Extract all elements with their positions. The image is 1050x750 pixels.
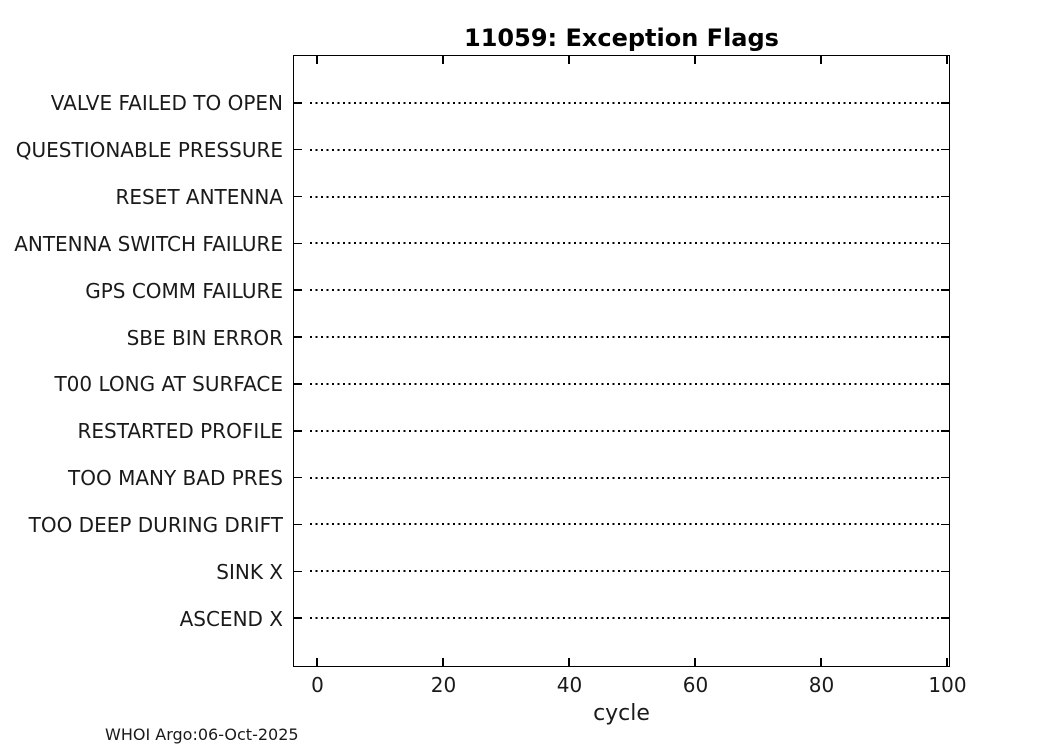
y-tick (941, 383, 949, 385)
grid-line (310, 289, 942, 292)
y-tick (941, 617, 949, 619)
y-tick-label: SBE BIN ERROR (126, 325, 283, 350)
y-tick (941, 430, 949, 432)
y-tick-label: GPS COMM FAILURE (85, 278, 283, 303)
y-tick (941, 148, 949, 151)
x-tick (442, 658, 444, 666)
x-tick (694, 56, 696, 64)
grid-line (310, 429, 942, 432)
x-axis-label: cycle (593, 701, 650, 726)
grid-line (310, 148, 942, 151)
x-tick-label: 60 (682, 673, 709, 697)
y-tick (294, 148, 302, 151)
y-tick-label: T00 LONG AT SURFACE (54, 372, 283, 397)
y-tick (941, 289, 949, 291)
y-tick-label: VALVE FAILED TO OPEN (50, 91, 283, 116)
y-tick (941, 195, 949, 198)
x-tick (442, 56, 444, 64)
y-tick-label: SINK X (216, 559, 283, 584)
y-tick (294, 289, 302, 291)
y-tick (294, 383, 302, 385)
x-tick-label: 0 (311, 673, 324, 697)
chart-title: 11059: Exception Flags (464, 24, 779, 52)
grid-line (310, 382, 942, 385)
y-tick (294, 336, 302, 338)
y-tick (294, 102, 302, 104)
y-tick (294, 476, 302, 479)
x-tick-label: 80 (808, 673, 835, 697)
y-tick (941, 476, 949, 479)
x-tick (568, 658, 570, 666)
footer-credit: WHOI Argo:06-Oct-2025 (105, 725, 299, 744)
grid-line (310, 195, 942, 198)
y-tick-label: TOO MANY BAD PRES (68, 466, 283, 491)
x-tick-label: 100 (928, 673, 967, 697)
x-tick-label: 40 (556, 673, 583, 697)
x-tick (820, 56, 822, 64)
x-tick (946, 56, 948, 64)
y-tick-label: TOO DEEP DURING DRIFT (28, 512, 283, 537)
grid-line (310, 101, 942, 104)
y-tick (294, 430, 302, 432)
y-tick (941, 336, 949, 338)
x-tick-label: 20 (430, 673, 457, 697)
grid-line (310, 476, 942, 479)
y-tick-label: RESET ANTENNA (115, 185, 283, 210)
y-tick (941, 523, 949, 526)
x-tick (568, 56, 570, 64)
y-tick (294, 195, 302, 198)
x-tick (946, 658, 948, 666)
y-tick (294, 523, 302, 526)
y-tick (941, 242, 949, 245)
x-tick (316, 658, 318, 666)
y-tick (294, 617, 302, 619)
y-tick-label: ANTENNA SWITCH FAILURE (14, 231, 283, 256)
y-tick-label: ASCEND X (179, 606, 283, 631)
grid-line (310, 336, 942, 339)
grid-line (310, 617, 942, 620)
x-tick (694, 658, 696, 666)
grid-line (310, 570, 942, 573)
y-tick (941, 570, 949, 573)
y-tick (294, 242, 302, 245)
x-tick (820, 658, 822, 666)
x-tick (316, 56, 318, 64)
y-tick (294, 570, 302, 573)
grid-line (310, 523, 942, 526)
y-tick-label: QUESTIONABLE PRESSURE (15, 138, 283, 163)
y-tick (941, 102, 949, 104)
y-tick-label: RESTARTED PROFILE (77, 419, 283, 444)
plot-area (293, 55, 950, 667)
grid-line (310, 242, 942, 245)
